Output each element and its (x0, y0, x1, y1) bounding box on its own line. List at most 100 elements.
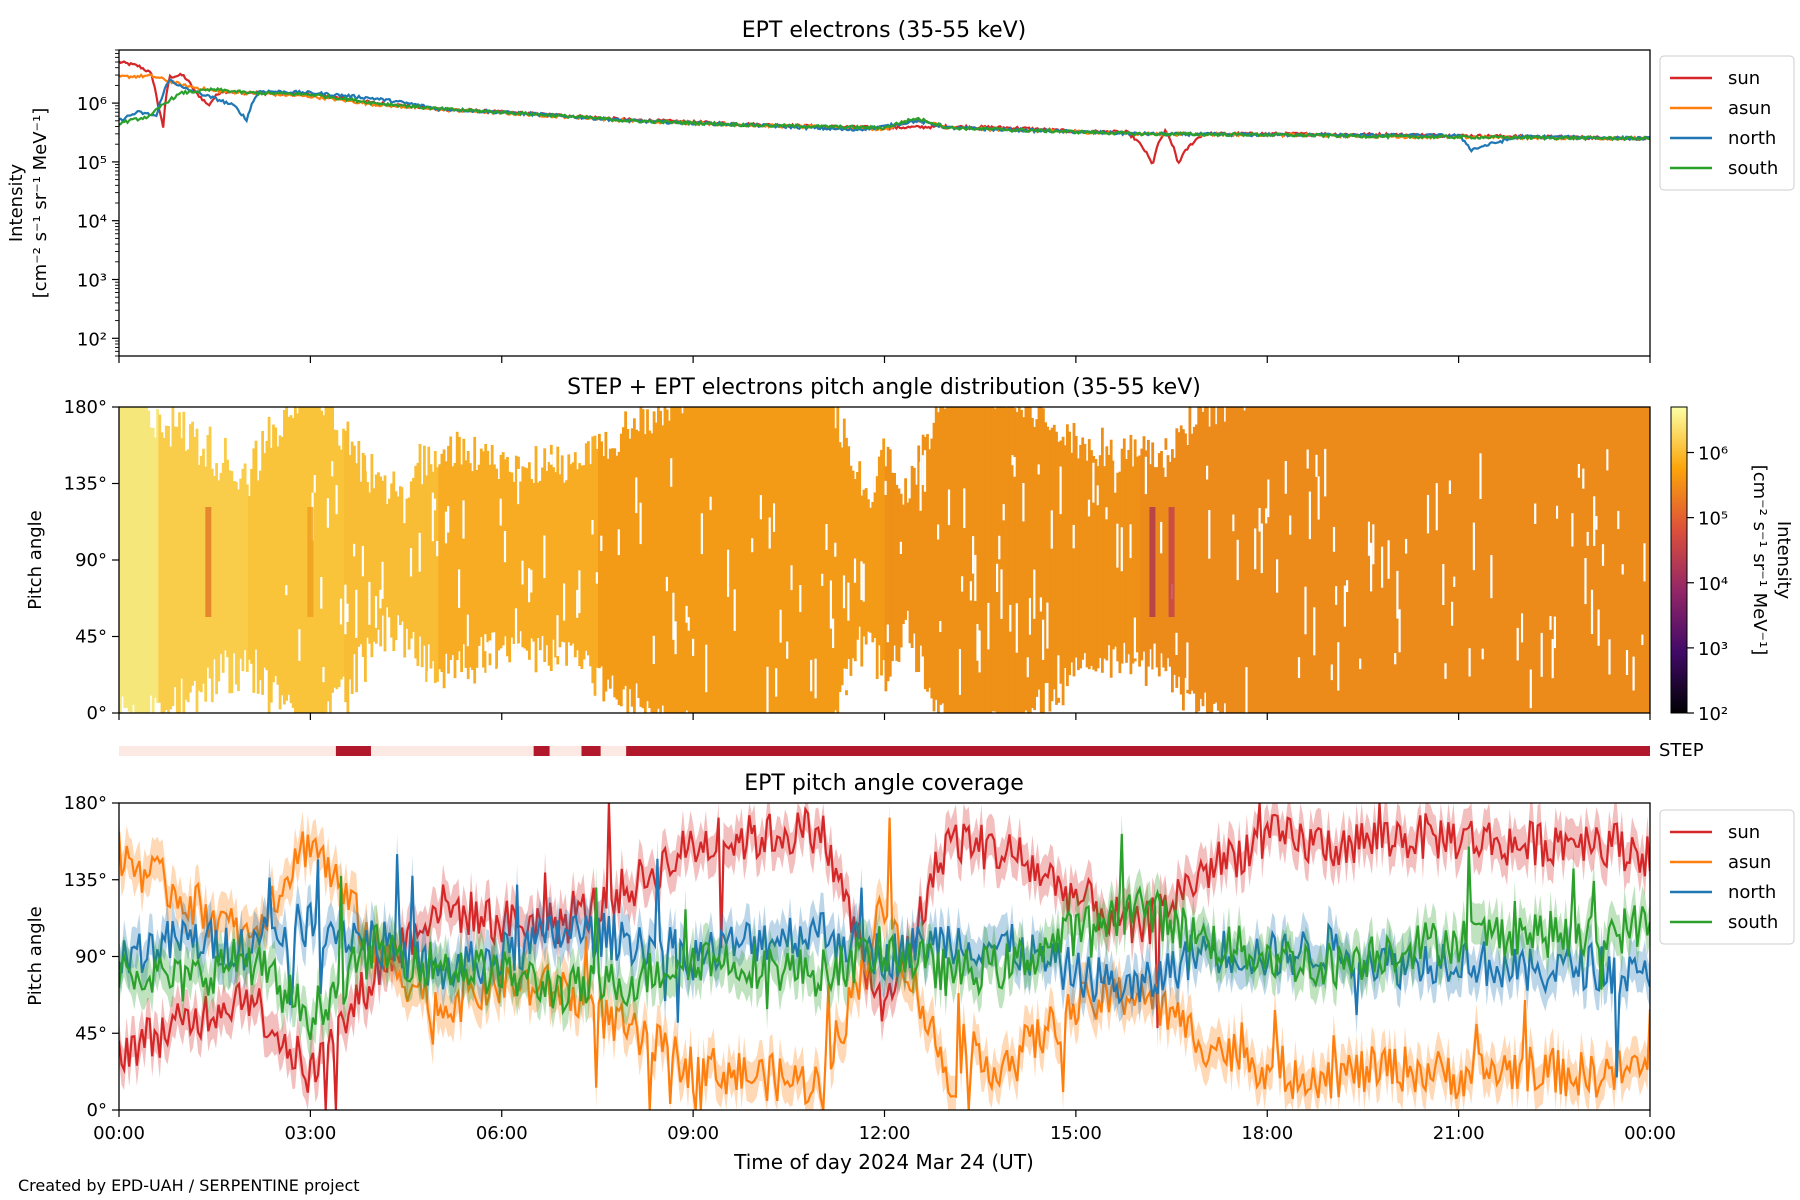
heatmap-column (280, 437, 284, 696)
heatmap-gap (431, 492, 435, 542)
heatmap-column (1446, 407, 1450, 713)
heatmap-gap (1551, 639, 1555, 679)
heatmap-column (1647, 407, 1650, 713)
heatmap-column (643, 434, 647, 713)
heatmap-gap (1632, 656, 1636, 691)
heatmap-column (1061, 436, 1065, 706)
heatmap-column (1057, 441, 1061, 703)
heatmap-gap (521, 560, 525, 585)
heatmap-gap (1208, 510, 1211, 559)
heatmap-column (1426, 407, 1430, 713)
heatmap-column (1582, 407, 1585, 713)
coverage-xtick-label: 00:00 (1624, 1123, 1676, 1144)
heatmap-column (267, 416, 271, 713)
heatmap-column (823, 407, 827, 713)
heatmap-column (560, 455, 564, 642)
heatmap-column (510, 472, 514, 638)
heatmap-column (1190, 433, 1194, 691)
heatmap-column (1645, 407, 1649, 713)
heatmap-gap (1289, 515, 1292, 535)
heatmap-gap (528, 568, 531, 603)
heatmap-column (947, 407, 951, 713)
heatmap-column (613, 448, 617, 698)
colorbar-tick-label: 10⁴ (1698, 574, 1728, 595)
heatmap-gap (674, 621, 678, 655)
heatmap-column (602, 456, 606, 702)
heatmap-column (803, 407, 807, 713)
heatmap-gap (427, 671, 431, 704)
heatmap-column (672, 407, 676, 713)
heatmap-column (788, 407, 792, 713)
heatmap-column (1615, 407, 1618, 713)
heatmap-column (523, 467, 527, 649)
heatmap-gap (1324, 448, 1327, 497)
heatmap-column (1295, 407, 1299, 713)
pad-ylabel: Pitch angle (25, 510, 46, 609)
heatmap-column (272, 424, 275, 683)
heatmap-column (993, 408, 997, 712)
heatmap-gap (1490, 555, 1494, 599)
heatmap-gap (353, 543, 356, 557)
heatmap-column (1400, 407, 1404, 713)
heatmap-gap (1435, 483, 1439, 531)
heatmap-column (1420, 407, 1424, 713)
heatmap-column (1140, 448, 1144, 661)
heatmap-column (1055, 431, 1058, 705)
heatmap-column (709, 407, 713, 713)
heatmap-column (1573, 407, 1577, 713)
heatmap-gap (1479, 453, 1483, 499)
heatmap-column (1321, 407, 1325, 713)
heatmap-column (1230, 407, 1233, 713)
heatmap-column (624, 411, 627, 686)
heatmap-column (519, 481, 522, 632)
heatmap-column (138, 407, 142, 713)
heatmap-column (158, 414, 162, 703)
heatmap-gap (1059, 466, 1063, 515)
heatmap-column (175, 426, 179, 713)
heatmap-column (228, 470, 232, 694)
heatmap-gap (786, 641, 789, 659)
intensity-line-south (119, 86, 1650, 142)
heatmap-column (460, 464, 463, 673)
intensity-title: EPT electrons (35-55 keV) (742, 18, 1027, 43)
heatmap-column (394, 491, 398, 641)
heatmap-column (969, 407, 973, 713)
heatmap-gap (1284, 461, 1288, 494)
heatmap-column (1306, 407, 1310, 713)
heatmap-column (958, 407, 962, 713)
colorbar-unit: [cm⁻² s⁻¹ sr⁻¹ MeV⁻¹] (1749, 465, 1770, 656)
pad-y-ticks: 0° 45° 90° 135° 180° (64, 397, 119, 724)
heatmap-gap (1175, 632, 1179, 655)
heatmap-column (1577, 407, 1581, 713)
coverage-xtick-label: 06:00 (476, 1123, 528, 1144)
heatmap-gap (1116, 523, 1120, 568)
heatmap-column (1009, 407, 1012, 713)
heatmap-gap (313, 475, 317, 493)
heatmap-gap (886, 624, 890, 643)
heatmap-column (670, 407, 673, 713)
heatmap-column (842, 418, 846, 669)
heatmap-column (219, 472, 223, 655)
heatmap-column (1538, 407, 1542, 713)
heatmap-column (996, 407, 999, 713)
intensity-legend-label-sun: sun (1728, 68, 1760, 89)
heatmap-column (816, 407, 820, 713)
heatmap-column (875, 476, 879, 679)
heatmap-gap (972, 536, 975, 574)
heatmap-gap (947, 489, 951, 526)
heatmap-gap (1481, 648, 1485, 660)
heatmap-column (433, 451, 437, 683)
heatmap-column (320, 410, 323, 713)
heatmap-column (1315, 407, 1319, 713)
heatmap-gap (1405, 538, 1408, 554)
heatmap-column (635, 429, 638, 684)
heatmap-gap (1046, 602, 1050, 649)
heatmap-column (630, 428, 634, 707)
heatmap-column (821, 407, 824, 713)
heatmap-column (1621, 407, 1625, 713)
heatmap-column (864, 488, 868, 645)
heatmap-column (921, 434, 925, 657)
heatmap-column (1114, 459, 1117, 647)
heatmap-column (1234, 407, 1238, 713)
heatmap-column (274, 427, 278, 676)
